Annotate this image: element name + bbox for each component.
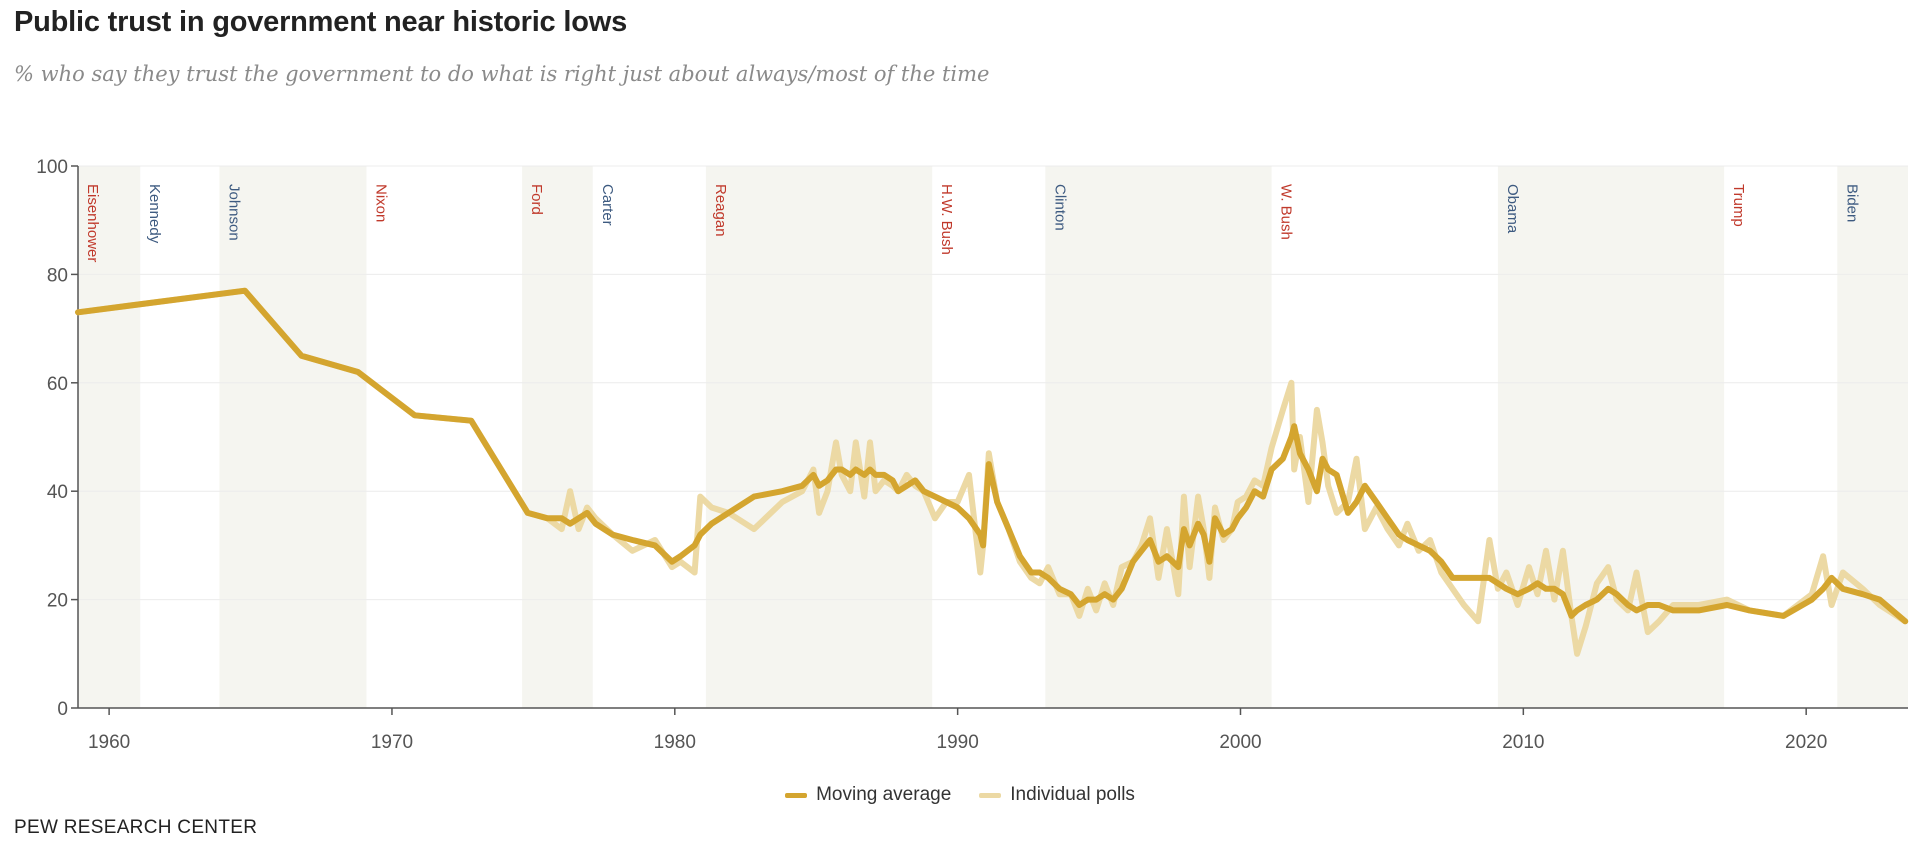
legend-item-moving-average: Moving average [785, 784, 951, 806]
president-label-carter: Carter [599, 184, 616, 226]
legend-label-individual-polls: Individual polls [1010, 784, 1135, 805]
chart-subtitle: % who say they trust the government to d… [14, 62, 990, 86]
x-tick-label-1970: 1970 [371, 732, 413, 753]
president-label-w-bush: W. Bush [1278, 184, 1295, 240]
presidential-term-shading [78, 166, 1908, 708]
president-label-h-w-bush: H.W. Bush [938, 184, 955, 255]
x-tick-label-2020: 2020 [1785, 732, 1827, 753]
term-shade-biden [1837, 166, 1908, 708]
president-label-ford: Ford [528, 184, 545, 215]
y-tick-label-100: 100 [36, 157, 68, 178]
x-tick-label-1990: 1990 [937, 732, 979, 753]
series-line-moving-average [75, 287, 1909, 625]
chart-legend: Moving average Individual polls [0, 784, 1920, 806]
term-shade-reagan [705, 166, 933, 708]
x-tick-label-1980: 1980 [654, 732, 696, 753]
x-tick-label-2010: 2010 [1502, 732, 1544, 753]
y-tick-label-0: 0 [57, 699, 68, 720]
chart-title: Public trust in government near historic… [14, 6, 627, 38]
trust-line-chart: Eisenhower Kennedy Johnson Nixon Ford Carter R… [36, 157, 1909, 753]
president-label-johnson: Johnson [225, 184, 242, 241]
x-tick-label-2000: 2000 [1219, 732, 1261, 753]
axes: 0 20 40 60 80 100 1960 1970 1980 1990 2000 2010 2020 [36, 157, 1908, 753]
y-tick-label-80: 80 [47, 265, 68, 286]
y-tick-label-40: 40 [47, 482, 68, 503]
president-labels: Eisenhower Kennedy Johnson Nixon Ford Carter R… [84, 184, 1860, 262]
x-tick-label-1960: 1960 [88, 732, 130, 753]
president-label-obama: Obama [1504, 184, 1521, 234]
term-shade-ford [522, 166, 593, 708]
source-credit: PEW RESEARCH CENTER [14, 817, 258, 838]
y-tick-label-20: 20 [47, 591, 68, 612]
series-lines [75, 287, 1909, 657]
president-label-biden: Biden [1843, 184, 1860, 222]
gridlines [78, 165, 1908, 601]
term-shade-clinton [1045, 166, 1272, 708]
president-label-clinton: Clinton [1051, 184, 1068, 231]
president-label-nixon: Nixon [373, 184, 390, 222]
y-tick-label-60: 60 [47, 374, 68, 395]
president-label-reagan: Reagan [712, 184, 729, 237]
term-shade-johnson [219, 166, 367, 708]
legend-label-moving-average: Moving average [816, 784, 952, 805]
legend-item-individual-polls: Individual polls [979, 784, 1135, 806]
legend-swatch-moving-average [785, 792, 808, 798]
legend-swatch-individual-polls [979, 792, 1002, 798]
term-shade-eisenhower [78, 166, 141, 708]
president-label-trump: Trump [1730, 184, 1747, 227]
term-shade-obama [1497, 166, 1725, 708]
president-label-eisenhower: Eisenhower [84, 184, 101, 262]
president-label-kennedy: Kennedy [146, 184, 163, 244]
